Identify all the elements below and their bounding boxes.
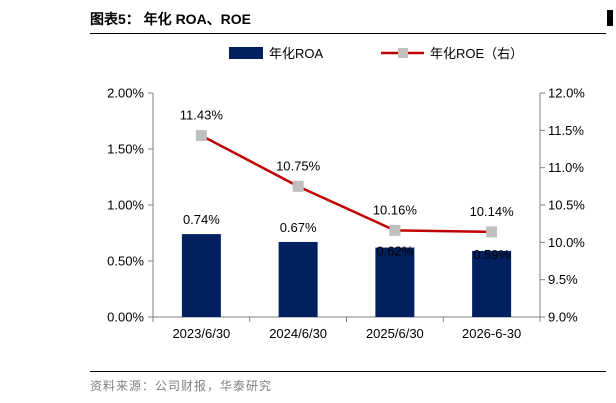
roa-bar: [375, 247, 415, 317]
right-tick-label: 10.0%: [548, 235, 585, 250]
roe-marker: [292, 180, 304, 192]
right-tick-label: 9.0%: [548, 310, 578, 325]
right-tick-label: 11.5%: [548, 123, 584, 138]
x-tick-label: 2024/6/30: [269, 326, 327, 341]
title-divider: [90, 33, 606, 34]
source-divider: [90, 371, 606, 372]
roe-data-label: 11.43%: [180, 108, 224, 123]
roe-marker: [195, 130, 207, 142]
x-tick-label: 2023/6/30: [172, 326, 230, 341]
left-tick-label: 0.50%: [107, 254, 144, 269]
roa-data-label: 0.74%: [183, 212, 220, 227]
right-tick-label: 12.0%: [548, 86, 585, 101]
right-tick-label: 11.0%: [548, 160, 584, 175]
roe-data-label: 10.14%: [470, 204, 515, 219]
roa-data-label: 0.62%: [376, 244, 413, 259]
x-tick-label: 2025/6/30: [366, 326, 424, 341]
roe-line: [200, 134, 492, 234]
roe-marker: [389, 224, 401, 236]
legend-label-roa: 年化ROA: [269, 46, 324, 61]
left-tick-label: 2.00%: [107, 86, 144, 101]
roa-bar: [472, 250, 512, 317]
roe-data-label: 10.16%: [373, 202, 418, 217]
source-note: 资料来源：公司财报，华泰研究: [90, 379, 273, 393]
left-tick-label: 1.50%: [107, 142, 144, 157]
roa-bar: [181, 234, 221, 317]
legend-label-roe: 年化ROE（右）: [430, 46, 523, 61]
right-tick-label: 9.5%: [548, 272, 578, 287]
x-tick-label: 2026-6-30: [462, 326, 521, 341]
roa-data-label: 0.67%: [280, 220, 317, 235]
edge-marker: [607, 10, 613, 26]
left-tick-label: 0.00%: [107, 310, 144, 325]
chart-title: 图表5： 年化 ROA、ROE: [90, 11, 252, 27]
roa-data-label: 0.59%: [473, 247, 510, 262]
legend-swatch-roa: [229, 47, 263, 59]
roe-data-label: 10.75%: [276, 158, 321, 173]
right-tick-label: 10.5%: [548, 198, 585, 213]
legend-marker-roe: [398, 48, 408, 58]
left-tick-label: 1.00%: [107, 198, 144, 213]
roa-bar: [278, 241, 318, 317]
legend: 年化ROA 年化ROE（右）: [229, 46, 523, 61]
roe-marker: [486, 226, 498, 238]
